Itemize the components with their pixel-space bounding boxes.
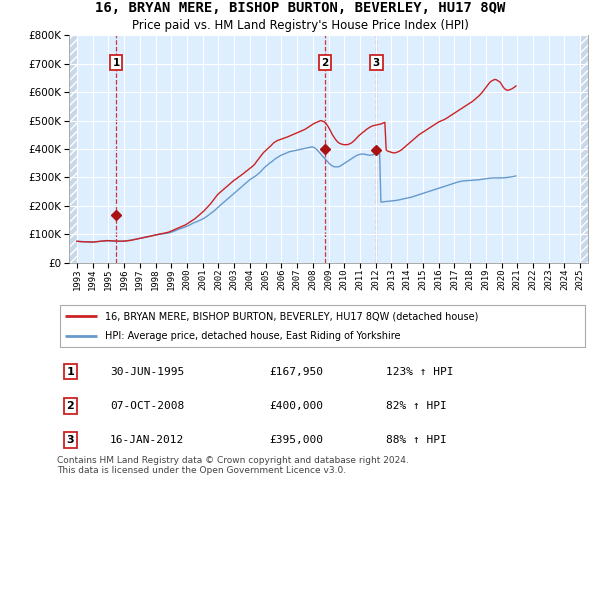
Text: Price paid vs. HM Land Registry's House Price Index (HPI): Price paid vs. HM Land Registry's House … [131,19,469,32]
Text: 3: 3 [67,435,74,445]
Text: Contains HM Land Registry data © Crown copyright and database right 2024.
This d: Contains HM Land Registry data © Crown c… [57,456,409,476]
Text: 82% ↑ HPI: 82% ↑ HPI [386,401,447,411]
Text: 2: 2 [67,401,74,411]
Bar [69,35,77,263]
Text: 1: 1 [113,58,120,68]
Text: 1: 1 [67,367,74,376]
Text: HPI: Average price, detached house, East Riding of Yorkshire: HPI: Average price, detached house, East… [105,331,400,340]
Text: 123% ↑ HPI: 123% ↑ HPI [386,367,454,376]
Text: 16-JAN-2012: 16-JAN-2012 [110,435,184,445]
Text: 16, BRYAN MERE, BISHOP BURTON, BEVERLEY, HU17 8QW (detached house): 16, BRYAN MERE, BISHOP BURTON, BEVERLEY,… [105,312,478,321]
FancyBboxPatch shape [59,305,586,347]
Text: 2: 2 [321,58,329,68]
Bar [580,35,588,263]
Text: 88% ↑ HPI: 88% ↑ HPI [386,435,447,445]
Text: £400,000: £400,000 [269,401,323,411]
Text: 07-OCT-2008: 07-OCT-2008 [110,401,184,411]
Text: £395,000: £395,000 [269,435,323,445]
Text: 16, BRYAN MERE, BISHOP BURTON, BEVERLEY, HU17 8QW: 16, BRYAN MERE, BISHOP BURTON, BEVERLEY,… [95,1,505,15]
Text: 3: 3 [373,58,380,68]
Text: 30-JUN-1995: 30-JUN-1995 [110,367,184,376]
Text: £167,950: £167,950 [269,367,323,376]
